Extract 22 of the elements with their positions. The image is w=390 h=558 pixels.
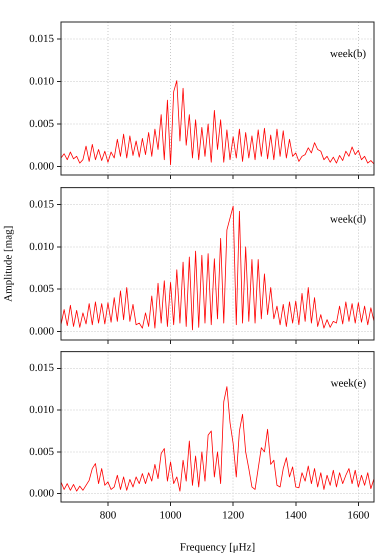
x-tick-label: 1600 (347, 509, 370, 522)
annotation: week(e) (330, 377, 366, 390)
y-tick-label: 0.015 (29, 198, 54, 210)
y-tick-label: 0.015 (29, 32, 54, 45)
annotation: week(b) (330, 48, 366, 60)
x-tick-label: 1200 (222, 509, 245, 522)
y-tick-label: 0.005 (29, 446, 54, 458)
x-axis-title: Frequency [μHz] (180, 541, 256, 554)
y-tick-label: 0.005 (29, 118, 54, 130)
y-tick-label: 0.010 (29, 404, 54, 416)
y-tick-label: 0.000 (29, 160, 54, 172)
y-tick-label: 0.010 (29, 240, 54, 253)
y-axis-title: Amplitude [mag] (2, 226, 14, 302)
annotation: week(d) (330, 213, 366, 226)
x-tick-label: 1400 (284, 509, 308, 522)
y-tick-label: 0.000 (29, 325, 54, 338)
y-tick-label: 0.015 (29, 362, 54, 374)
y-tick-label: 0.010 (29, 75, 54, 88)
x-tick-label: 800 (100, 509, 117, 522)
x-tick-label: 1000 (160, 509, 182, 522)
y-tick-label: 0.005 (29, 283, 54, 296)
y-tick-label: 0.000 (29, 488, 54, 500)
